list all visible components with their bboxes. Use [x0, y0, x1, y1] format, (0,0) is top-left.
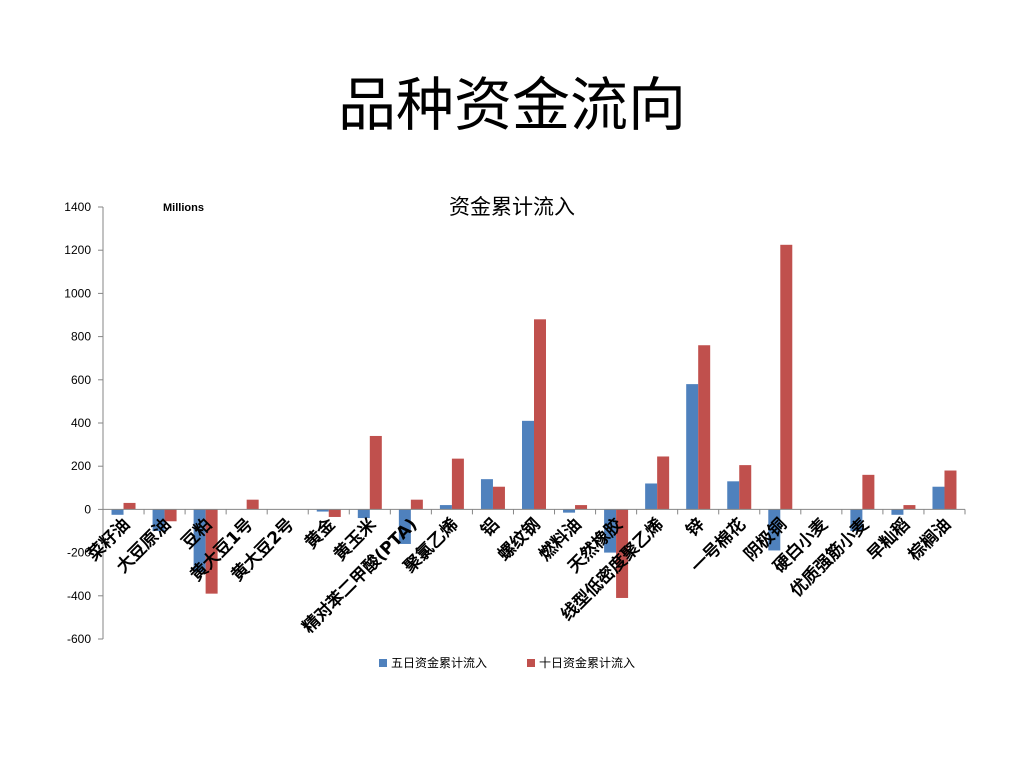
- bar: [410, 499, 423, 510]
- bar: [932, 486, 945, 510]
- bar: [369, 435, 382, 510]
- bar: [727, 481, 740, 510]
- bar: [328, 509, 341, 517]
- bar: [492, 486, 505, 510]
- x-tick-label: 锌: [682, 514, 709, 541]
- x-tick-label: 棕榈油: [904, 514, 955, 565]
- bar: [246, 499, 259, 510]
- bar: [657, 456, 670, 510]
- bar: [891, 509, 904, 515]
- bar: [522, 420, 534, 510]
- legend-swatch: [379, 659, 387, 667]
- bar: [205, 509, 218, 594]
- bar: [152, 509, 165, 531]
- x-tick-label: 早籼稻: [863, 514, 914, 565]
- unit-label: Millions: [163, 202, 204, 214]
- legend-label: 十日资金累计流入: [539, 655, 635, 670]
- bar: [850, 509, 863, 531]
- bar: [903, 505, 916, 510]
- y-tick-label: 800: [71, 330, 91, 344]
- y-tick-label: 1000: [64, 286, 91, 300]
- y-tick-label: -400: [67, 589, 91, 603]
- page-title: 品种资金流向: [337, 71, 686, 139]
- bar: [739, 465, 752, 510]
- bar: [604, 509, 617, 553]
- bar: [563, 509, 576, 513]
- chart-title: 资金累计流入: [449, 195, 575, 219]
- bar: [451, 458, 464, 510]
- bar: [164, 509, 177, 522]
- y-tick-label: 200: [71, 459, 91, 473]
- bar: [439, 505, 452, 510]
- x-tick-label: 铝: [477, 514, 504, 541]
- bar: [123, 502, 136, 510]
- y-tick-label: -600: [67, 632, 91, 646]
- bar: [616, 509, 629, 598]
- y-tick-label: 600: [71, 373, 91, 387]
- bar: [780, 244, 793, 510]
- bar: [645, 483, 658, 510]
- bar: [698, 345, 711, 510]
- bar: [316, 509, 329, 512]
- bar: [686, 384, 699, 510]
- bar: [193, 509, 206, 573]
- x-tick-label: 螺纹钢: [494, 514, 545, 565]
- y-tick-label: 0: [84, 502, 91, 516]
- bar: [357, 509, 370, 519]
- bar: [768, 509, 781, 551]
- bar: [944, 470, 957, 510]
- legend-swatch: [527, 659, 535, 667]
- bar: [575, 505, 588, 510]
- bar: [111, 509, 124, 515]
- bar: [480, 479, 493, 510]
- y-tick-label: 400: [71, 416, 91, 430]
- bar: [862, 474, 875, 510]
- y-tick-label: -200: [67, 546, 91, 560]
- y-tick-label: 1200: [64, 243, 91, 257]
- y-tick-label: 1400: [64, 200, 91, 214]
- bar: [534, 319, 546, 510]
- legend-label: 五日资金累计流入: [391, 655, 487, 670]
- bar: [398, 509, 411, 544]
